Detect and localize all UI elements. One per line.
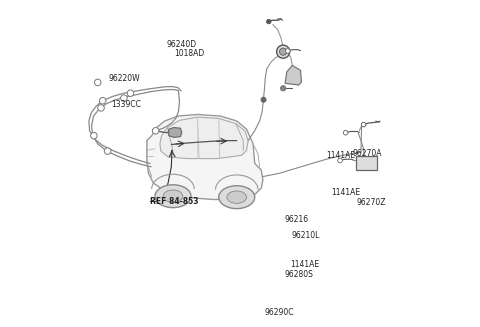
Text: 1141AE: 1141AE (332, 188, 360, 198)
Polygon shape (168, 128, 182, 137)
Circle shape (261, 97, 266, 102)
Circle shape (338, 158, 342, 163)
Circle shape (343, 130, 348, 135)
Text: 96220W: 96220W (108, 74, 140, 83)
Circle shape (127, 90, 134, 96)
Text: 96216: 96216 (284, 215, 308, 224)
Text: 96290C: 96290C (264, 308, 294, 317)
Text: 96270A: 96270A (353, 148, 382, 158)
FancyBboxPatch shape (357, 156, 377, 170)
Circle shape (280, 86, 286, 91)
Text: REF 84-853: REF 84-853 (150, 197, 199, 206)
Text: 1339CC: 1339CC (111, 100, 141, 109)
Circle shape (91, 132, 97, 139)
Circle shape (95, 79, 101, 86)
Text: 96280S: 96280S (284, 270, 313, 279)
Polygon shape (285, 65, 301, 85)
Circle shape (266, 19, 271, 24)
Text: 96270Z: 96270Z (356, 198, 385, 207)
Polygon shape (147, 114, 263, 199)
Text: 1141AE: 1141AE (291, 260, 320, 269)
Ellipse shape (163, 190, 183, 202)
Text: 96210L: 96210L (292, 231, 320, 240)
Ellipse shape (219, 186, 255, 209)
Circle shape (276, 45, 290, 58)
Polygon shape (160, 117, 248, 159)
Text: 96240D: 96240D (167, 40, 196, 49)
Text: 1018AD: 1018AD (175, 49, 205, 59)
Circle shape (99, 97, 106, 104)
Ellipse shape (155, 185, 191, 208)
Circle shape (98, 105, 104, 111)
Circle shape (104, 148, 111, 154)
Text: 1141AE: 1141AE (327, 151, 356, 160)
Ellipse shape (227, 191, 247, 203)
Circle shape (120, 95, 127, 101)
Circle shape (286, 49, 290, 53)
Circle shape (152, 128, 159, 134)
Circle shape (361, 122, 366, 127)
Circle shape (279, 48, 287, 55)
